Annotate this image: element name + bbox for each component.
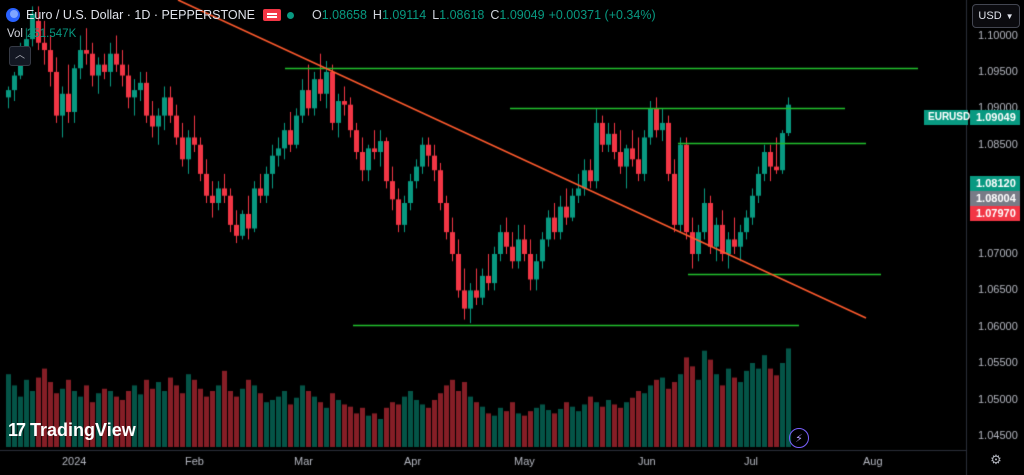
euro-flag-icon — [6, 8, 20, 22]
chevron-up-icon: ︿ — [15, 50, 25, 61]
chevron-down-icon: ▼ — [1005, 11, 1014, 21]
low-value: 1.08618 — [439, 8, 485, 22]
logo-text: TradingView — [30, 420, 136, 440]
high-value: 1.09114 — [381, 8, 427, 22]
close-label: C — [490, 8, 500, 22]
symbol-title[interactable]: Euro / U.S. Dollar · 1D · PEPPERSTONE — [26, 8, 255, 22]
tradingview-logo: 17 TradingView — [8, 420, 136, 441]
volume-legend: Vol 251.547K — [7, 28, 76, 40]
currency-label: USD — [978, 10, 1002, 22]
market-status-icon — [287, 11, 294, 19]
change-value: +0.00371 (+0.34%) — [548, 8, 656, 22]
gear-icon[interactable]: ⚙ — [990, 452, 1002, 467]
open-value: 1.08658 — [321, 8, 367, 22]
close-value: 1.09049 — [499, 8, 545, 22]
high-label: H — [372, 8, 382, 22]
lightning-icon[interactable]: ⚡ — [789, 428, 809, 448]
volume-label: Vol — [7, 28, 23, 40]
low-label: L — [432, 8, 440, 22]
open-label: O — [312, 8, 322, 22]
currency-button[interactable]: USD ▼ — [972, 4, 1020, 28]
tradingview-mark-icon: 17 — [8, 420, 26, 440]
volume-value: 251.547K — [27, 28, 77, 40]
collapse-legend-button[interactable]: ︿ — [9, 46, 31, 66]
flag-icon[interactable] — [263, 9, 281, 21]
